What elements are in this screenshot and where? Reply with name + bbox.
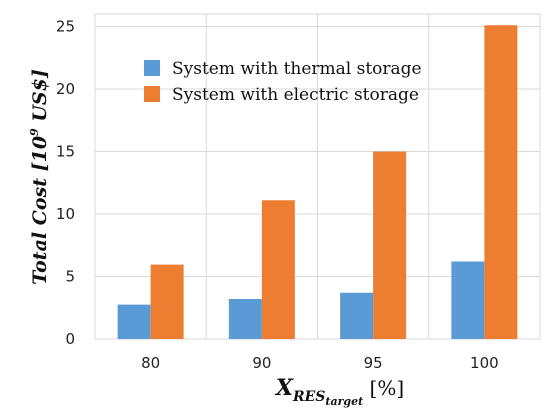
- legend-swatch: [144, 60, 160, 76]
- y-tick-label: 15: [56, 143, 75, 161]
- bar-thermal-storage: [451, 261, 485, 339]
- x-tick-label: 80: [141, 354, 160, 372]
- x-tick-label: 100: [470, 354, 499, 372]
- y-tick-label: 5: [65, 268, 75, 286]
- x-axis-title-subsub: target: [325, 395, 363, 408]
- y-tick-label: 20: [56, 80, 75, 98]
- bar-electric-storage: [150, 264, 184, 339]
- x-tick-label: 95: [364, 354, 383, 372]
- bar-thermal-storage: [117, 304, 151, 339]
- x-tick-labels: 80 90 95 100: [141, 354, 499, 372]
- x-axis-title-unit: [%]: [363, 376, 404, 400]
- y-tick-labels: 0 5 10 15 20 25: [56, 18, 75, 349]
- legend-label: System with electric storage: [172, 85, 419, 105]
- y-tick-label: 25: [56, 18, 75, 36]
- x-axis-title-sub: RES: [292, 389, 325, 405]
- x-axis-title-main: X: [274, 375, 294, 401]
- bars-group: [117, 25, 518, 339]
- y-axis-title: Total Cost [109 US$]: [28, 69, 51, 285]
- bar-electric-storage: [484, 25, 518, 339]
- x-tick-label: 90: [252, 354, 271, 372]
- y-axis-title-main: Total Cost [10: [29, 136, 51, 285]
- y-tick-label: 0: [65, 330, 75, 348]
- legend: System with thermal storage System with e…: [144, 59, 422, 105]
- y-axis-title-unit: US$]: [29, 69, 51, 128]
- bar-thermal-storage: [340, 292, 374, 339]
- bar-electric-storage: [373, 151, 407, 339]
- x-axis-title: XREStarget [%]: [274, 375, 404, 408]
- legend-swatch: [144, 86, 160, 102]
- bar-electric-storage: [261, 200, 295, 339]
- y-axis-title-exponent: 9: [28, 128, 41, 136]
- bar-thermal-storage: [228, 299, 262, 339]
- legend-label: System with thermal storage: [172, 59, 422, 79]
- y-tick-label: 10: [56, 205, 75, 223]
